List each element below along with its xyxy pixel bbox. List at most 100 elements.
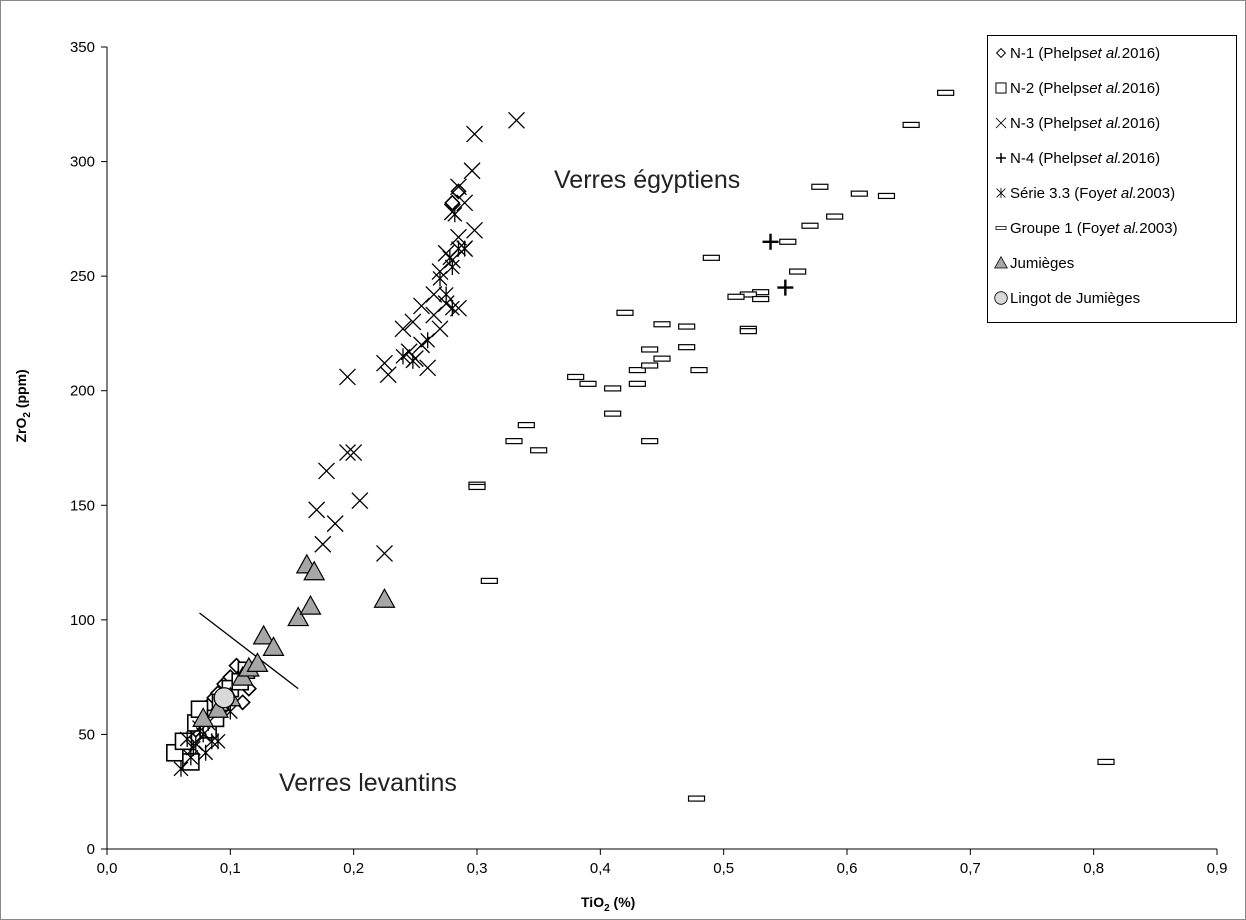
series-dash-point — [641, 346, 659, 353]
series-diamond-point — [450, 183, 467, 200]
legend-label: Jumièges — [1010, 254, 1075, 272]
series-dash-point — [641, 362, 659, 369]
y-tick-label: 150 — [70, 497, 95, 514]
series-dash-point — [1097, 758, 1115, 766]
series-dash-point — [579, 380, 597, 387]
legend-item: N-1 (Phelps et al. 2016) — [994, 38, 1160, 68]
legend-label-year: 2016) — [1121, 149, 1161, 167]
y-tick-label: 50 — [78, 726, 95, 743]
series-star-point — [457, 240, 473, 257]
legend-label: N-2 (Phelps — [1010, 79, 1090, 97]
x-axis-title: TiO2 (%) — [581, 894, 635, 914]
series-dash-point — [468, 483, 486, 491]
series-dash-point — [690, 366, 708, 374]
legend-item: N-2 (Phelps et al. 2016) — [994, 73, 1160, 103]
series-x-point — [308, 501, 326, 519]
legend-label: Groupe 1 (Foy — [1010, 219, 1107, 237]
series-dash-point — [480, 577, 498, 585]
legend-item: Jumièges — [994, 248, 1074, 278]
legend-label: Série 3.3 (Foy — [1010, 184, 1105, 202]
series-x-point — [456, 194, 474, 212]
series-star-point — [447, 206, 463, 223]
series-dash-point — [850, 190, 868, 197]
series-star-point — [173, 760, 189, 777]
series-x-point — [413, 297, 430, 315]
series-dash-point — [517, 421, 535, 429]
series-x-point — [326, 515, 344, 533]
series-x-point — [404, 313, 422, 331]
series-star-point — [185, 740, 201, 757]
series-star-point — [179, 731, 195, 748]
legend-label-italic: et al. — [1089, 44, 1122, 62]
legend-label-year: 2003) — [1139, 219, 1178, 237]
legend-label: N-3 (Phelps — [1010, 114, 1090, 132]
legend-label-italic: et al. — [1089, 79, 1122, 97]
y-axis-title-subscript: 2 — [21, 412, 33, 418]
series-star-point — [444, 258, 460, 275]
legend-item: Série 3.3 (Foy et al. 2003) — [994, 178, 1175, 208]
legend-label-year: 2016) — [1121, 79, 1161, 97]
series-dash-point — [505, 438, 523, 445]
x-tick-label: 0,7 — [960, 860, 981, 877]
legend-circle-icon — [994, 291, 1008, 305]
legend-label-year: 2016) — [1121, 44, 1161, 62]
legend-triangle-icon — [994, 256, 1008, 269]
series-x-point — [345, 444, 363, 462]
x-tick-label: 0,4 — [590, 860, 611, 877]
legend-plus-icon — [995, 152, 1007, 164]
series-triangle-point — [373, 587, 396, 608]
legend-label-italic: et al. — [1104, 184, 1137, 202]
legend-label-year: 2016) — [1121, 114, 1161, 132]
legend-label-italic: et al. — [1089, 149, 1122, 167]
series-dash-point — [811, 183, 829, 190]
series-x-point — [450, 178, 467, 196]
legend-diamond-icon — [995, 47, 1007, 59]
series-dash-point — [739, 328, 757, 335]
series-triangle-point — [252, 624, 275, 645]
series-x-point — [466, 125, 483, 143]
series-dash-point — [789, 268, 807, 275]
series-triangle-point — [262, 636, 285, 656]
series-x-point — [394, 320, 412, 338]
series-x-point — [376, 354, 393, 372]
series-star-point — [444, 300, 460, 317]
series-dash-point — [702, 254, 720, 261]
series-x-point — [314, 535, 332, 553]
series-x-point — [339, 368, 356, 386]
y-tick-label: 200 — [70, 383, 95, 400]
x-axis-title-main: TiO — [581, 894, 605, 910]
series-star-point — [395, 348, 411, 365]
series-x-point — [318, 462, 335, 480]
legend-x-icon — [995, 117, 1007, 129]
series-dash-point — [653, 355, 671, 362]
series-x-point — [351, 492, 369, 510]
series-triangle-point — [246, 652, 269, 672]
series-plus-point — [777, 279, 794, 296]
series-dash-point — [687, 795, 706, 802]
x-axis-title-unit: (%) — [609, 894, 636, 910]
legend-label: Lingot de Jumièges — [1010, 289, 1141, 307]
series-dash-point — [628, 380, 646, 387]
annotation-verres-levantins: Verres levantins — [279, 769, 457, 797]
series-star-point — [438, 286, 454, 303]
x-tick-label: 0,2 — [343, 860, 364, 877]
x-tick-label: 0,6 — [837, 860, 858, 877]
y-tick-label: 300 — [70, 154, 95, 171]
legend-label-italic: et al. — [1089, 114, 1122, 132]
divider-line — [199, 612, 299, 690]
series-x-point — [466, 221, 483, 239]
x-tick-label: 0,1 — [220, 860, 241, 877]
x-axis-title-subscript: 2 — [604, 902, 610, 914]
series-dash-point — [779, 238, 797, 245]
legend-square-icon — [995, 82, 1007, 94]
series-dash-point — [937, 89, 955, 96]
x-tick-label: 0,0 — [97, 860, 118, 877]
series-dash-point — [678, 344, 696, 351]
series-x-point — [463, 162, 481, 180]
y-axis-title-unit: (ppm) — [13, 369, 30, 413]
series-plus-point — [762, 233, 779, 250]
series-star-point — [432, 270, 448, 287]
series-x-point — [376, 544, 393, 562]
series-triangle-point — [303, 560, 326, 581]
